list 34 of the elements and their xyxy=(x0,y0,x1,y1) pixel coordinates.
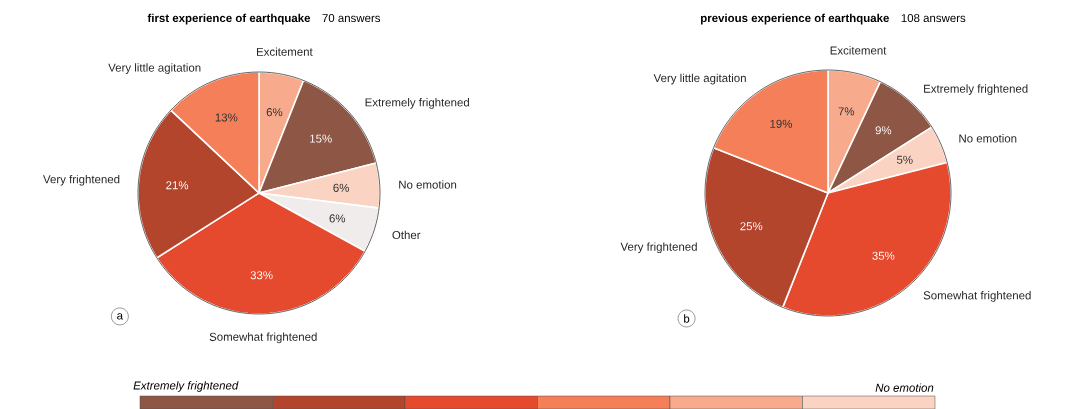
slice-label: Other xyxy=(392,230,421,239)
data-label: 5% xyxy=(896,155,913,164)
slice-label: Excitement xyxy=(830,46,887,55)
slice-label: Extremely frightened xyxy=(924,84,1028,95)
slice-label: Excitement xyxy=(257,47,313,56)
data-label: 13% xyxy=(215,113,238,122)
slice-label: Very frightened xyxy=(620,242,697,253)
chart-subtitle: 108 answers xyxy=(901,13,966,22)
slice-label: Somewhat frightened xyxy=(209,332,317,344)
data-label: 19% xyxy=(770,119,793,128)
chart-subtitle: 70 answers xyxy=(322,13,381,22)
text: No emotion xyxy=(875,383,934,392)
text: a xyxy=(117,313,124,320)
slice-label: No emotion xyxy=(399,180,457,189)
data-label: 15% xyxy=(310,134,332,143)
slice-label: Somewhat frightened xyxy=(923,290,1031,302)
data-label: 6% xyxy=(266,108,283,117)
slice-label: Very frightened xyxy=(43,174,120,186)
data-label: 9% xyxy=(875,126,892,135)
text: b xyxy=(684,314,690,323)
slice-label: Very little agitation xyxy=(108,63,201,74)
slice-label: Very little agitation xyxy=(653,73,746,85)
slice-label: No emotion xyxy=(959,133,1017,143)
chart-title: first experience of earthquake xyxy=(147,13,311,25)
data-label: 25% xyxy=(740,222,763,231)
data-label: 6% xyxy=(329,214,346,223)
data-label: 35% xyxy=(872,251,895,260)
data-label: 7% xyxy=(838,107,855,116)
slice-label: Extremely frightened xyxy=(365,97,469,109)
data-label: 33% xyxy=(250,271,273,280)
text: Extremely frightened xyxy=(133,381,239,392)
data-label: 6% xyxy=(333,183,349,192)
data-label: 21% xyxy=(166,181,189,190)
chart-title: previous experience of earthquake xyxy=(700,13,889,25)
